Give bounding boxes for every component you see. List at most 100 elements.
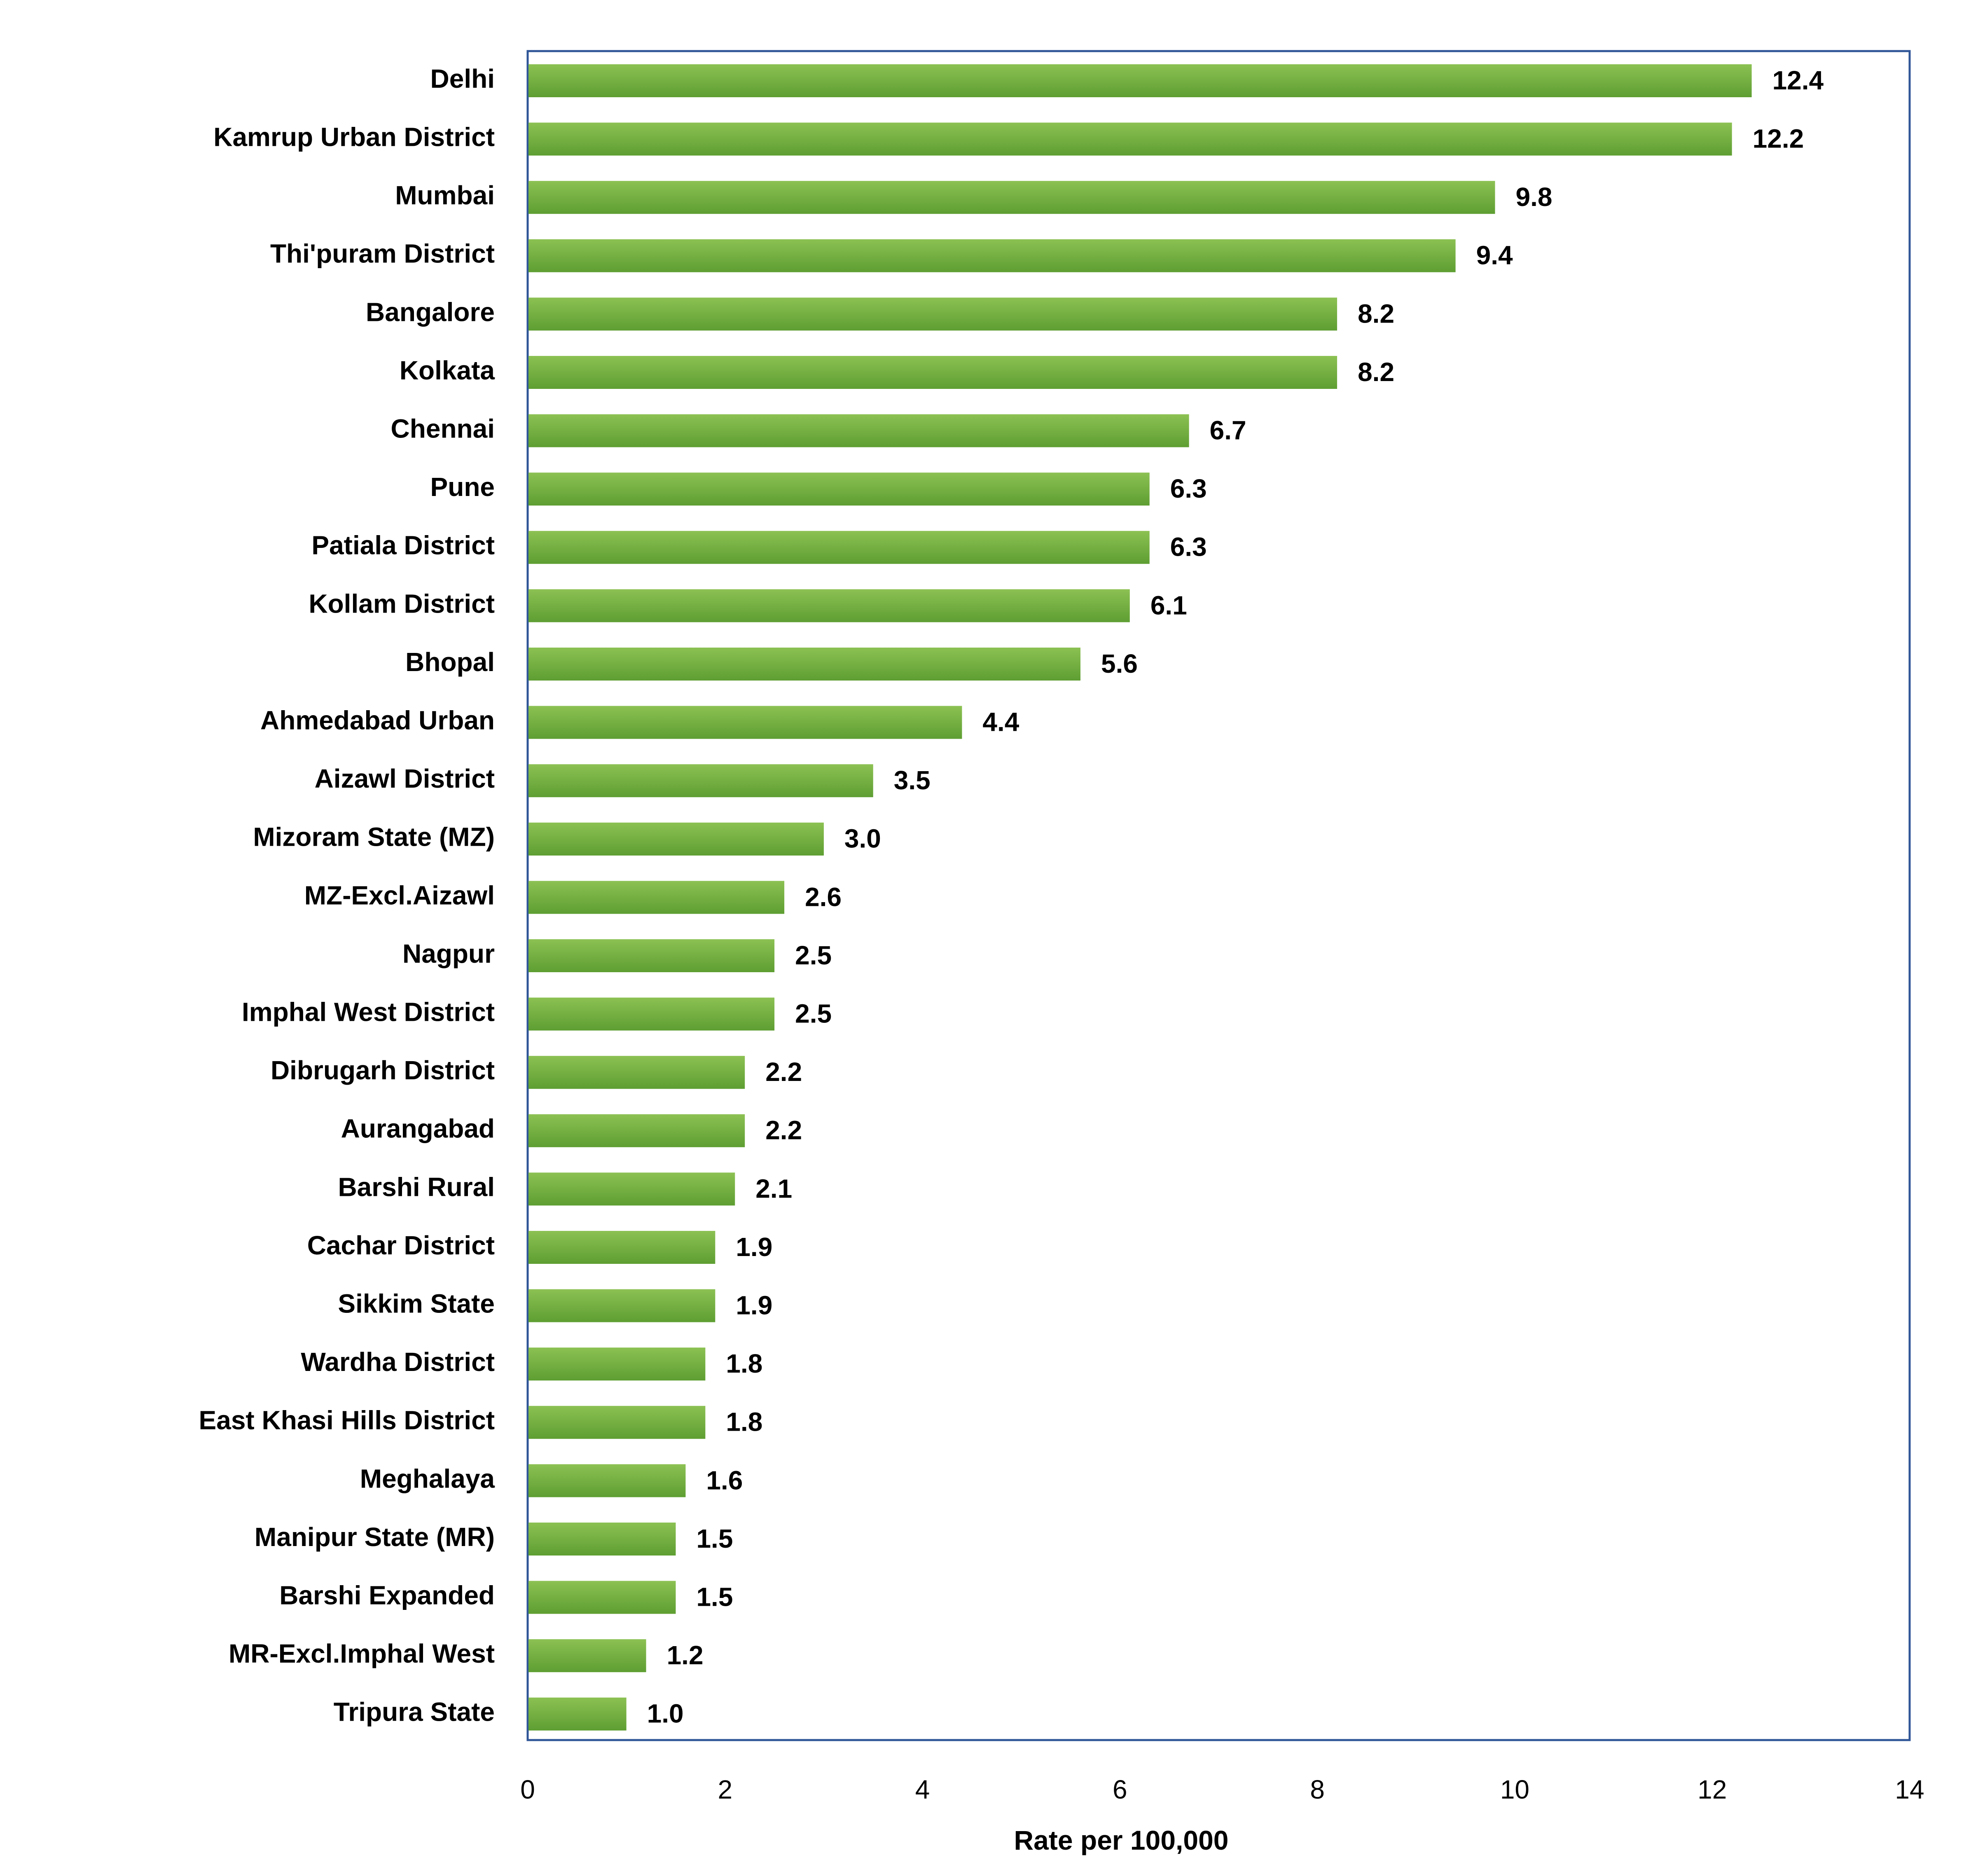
bar <box>528 356 1337 389</box>
value-label: 8.2 <box>1358 299 1394 328</box>
value-label: 1.9 <box>736 1232 772 1262</box>
bar <box>528 1172 735 1206</box>
bar <box>528 1056 745 1089</box>
bar <box>528 1289 715 1322</box>
value-label: 1.8 <box>726 1349 762 1378</box>
category-label: Patiala District <box>311 531 495 560</box>
value-label: 12.2 <box>1753 124 1804 154</box>
category-labels-group: Delhi Kamrup Urban District Mumbai Thi'pura… <box>199 64 495 1727</box>
category-label: Sikkim State <box>338 1289 495 1319</box>
value-label: 8.2 <box>1358 357 1394 387</box>
value-label: 1.6 <box>706 1465 743 1495</box>
value-label: 4.4 <box>982 707 1019 737</box>
bar <box>528 939 775 972</box>
bar <box>528 997 775 1031</box>
bar <box>528 648 1080 681</box>
x-tick-label: 14 <box>1895 1775 1924 1804</box>
value-label: 2.5 <box>795 940 832 970</box>
category-label: Chennai <box>391 414 495 444</box>
category-label: Ahmedabad Urban <box>260 706 495 735</box>
x-ticks-group: 0 2 4 6 8 10 12 14 <box>520 1775 1924 1804</box>
category-label: East Khasi Hills District <box>199 1406 495 1435</box>
value-label: 1.8 <box>726 1407 762 1437</box>
category-label: Aizawl District <box>315 764 495 793</box>
category-label: MR-Excl.Imphal West <box>229 1639 495 1668</box>
bar <box>528 1231 715 1264</box>
value-label: 1.0 <box>647 1699 684 1729</box>
category-label: Meghalaya <box>360 1464 495 1493</box>
x-tick-label: 8 <box>1310 1775 1325 1804</box>
bar <box>528 764 873 798</box>
x-tick-label: 12 <box>1697 1775 1727 1804</box>
category-label: Cachar District <box>307 1230 495 1260</box>
category-label: Barshi Rural <box>338 1172 495 1202</box>
category-label: Bhopal <box>405 647 495 677</box>
category-label: Wardha District <box>301 1347 495 1377</box>
bars-group <box>528 64 1752 1731</box>
category-label: Kollam District <box>309 589 495 618</box>
category-label: Kolkata <box>400 356 495 385</box>
value-label: 2.6 <box>805 882 842 912</box>
bar <box>528 181 1495 214</box>
value-label: 9.8 <box>1516 182 1552 212</box>
value-label: 9.4 <box>1476 241 1513 270</box>
value-label: 3.5 <box>894 765 931 795</box>
bar <box>528 414 1189 447</box>
value-labels-group: 12.412.29.89.48.28.26.76.36.36.15.64.43.… <box>647 65 1824 1729</box>
category-label: Manipur State (MR) <box>255 1522 495 1552</box>
bar <box>528 822 824 856</box>
x-tick-label: 2 <box>718 1775 732 1804</box>
bar <box>528 531 1150 564</box>
x-tick-label: 0 <box>520 1775 535 1804</box>
category-label: Kamrup Urban District <box>213 122 495 152</box>
category-label: Tripura State <box>334 1697 495 1727</box>
value-label: 2.5 <box>795 999 832 1029</box>
bar <box>528 64 1752 97</box>
category-label: Thi'puram District <box>270 239 495 269</box>
x-tick-label: 4 <box>915 1775 930 1804</box>
bar <box>528 1347 706 1381</box>
value-label: 1.5 <box>696 1524 733 1553</box>
value-label: 2.1 <box>755 1174 792 1203</box>
bar <box>528 297 1337 331</box>
bar <box>528 1406 706 1439</box>
value-label: 12.4 <box>1772 65 1824 95</box>
category-label: Barshi Expanded <box>279 1581 495 1610</box>
category-label: Mumbai <box>395 180 495 210</box>
category-label: Imphal West District <box>242 997 495 1027</box>
category-label: Delhi <box>430 64 495 94</box>
value-label: 1.5 <box>696 1582 733 1612</box>
bar <box>528 1581 676 1614</box>
value-label: 2.2 <box>765 1057 802 1087</box>
value-label: 5.6 <box>1101 649 1138 678</box>
category-label: Aurangabad <box>341 1114 495 1144</box>
value-label: 6.1 <box>1150 590 1187 620</box>
category-label: Nagpur <box>402 939 495 968</box>
bar <box>528 1697 627 1731</box>
bar <box>528 122 1732 156</box>
bar <box>528 1639 646 1672</box>
bar <box>528 473 1150 506</box>
bar <box>528 1464 686 1497</box>
x-tick-label: 6 <box>1113 1775 1127 1804</box>
x-tick-label: 10 <box>1500 1775 1529 1804</box>
value-label: 6.3 <box>1170 532 1207 562</box>
value-label: 1.2 <box>667 1640 704 1670</box>
bar <box>528 706 962 739</box>
category-label: Bangalore <box>366 297 495 327</box>
category-label: Mizoram State (MZ) <box>253 822 495 852</box>
bar <box>528 1114 745 1147</box>
value-label: 3.0 <box>844 824 881 854</box>
value-label: 6.7 <box>1210 416 1246 445</box>
category-label: Pune <box>430 472 495 502</box>
bar <box>528 1523 676 1556</box>
category-label: MZ-Excl.Aizawl <box>304 880 495 910</box>
value-label: 2.2 <box>765 1116 802 1145</box>
value-label: 6.3 <box>1170 474 1207 503</box>
value-label: 1.9 <box>736 1291 772 1320</box>
category-label: Dibrugarh District <box>271 1055 495 1085</box>
x-axis-title: Rate per 100,000 <box>1014 1825 1228 1855</box>
bar <box>528 881 785 914</box>
